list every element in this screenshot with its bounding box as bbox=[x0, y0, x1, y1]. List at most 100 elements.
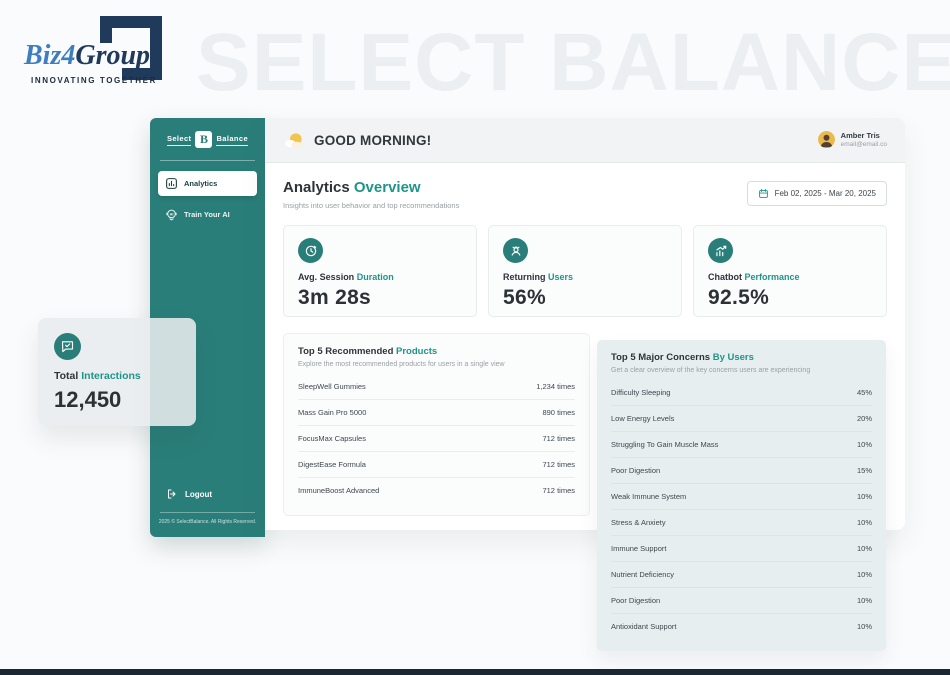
biz4group-tagline: INNOVATING TOGETHER bbox=[31, 76, 157, 85]
stat-label-accent: Duration bbox=[356, 272, 394, 282]
page-title: Analytics Overview bbox=[283, 179, 459, 196]
total-label-primary: Total bbox=[54, 370, 79, 382]
concern-row: Poor Digestion 15% bbox=[611, 458, 872, 484]
concern-percentage: 10% bbox=[856, 570, 872, 579]
stat-label-accent: Users bbox=[548, 272, 574, 282]
product-count: 712 times bbox=[542, 434, 575, 443]
logout-button[interactable]: Logout bbox=[150, 482, 265, 506]
overview-titles: Analytics Overview Insights into user be… bbox=[283, 179, 459, 210]
concern-row: Difficulty Sleeping 45% bbox=[611, 380, 872, 406]
chat-icon bbox=[54, 333, 81, 360]
sidebar-logo: Select B Balance bbox=[150, 131, 265, 148]
page-title-primary: Analytics bbox=[283, 179, 350, 196]
total-interactions-card: Total Interactions 12,450 bbox=[38, 318, 196, 426]
sidebar-item-label: Analytics bbox=[184, 179, 218, 188]
panel-title-primary: Top 5 Recommended bbox=[298, 346, 394, 357]
product-count: 712 times bbox=[542, 486, 575, 495]
panel-title: Top 5 Recommended Products bbox=[298, 346, 575, 357]
calendar-icon bbox=[758, 188, 768, 198]
date-range-picker[interactable]: Feb 02, 2025 - Mar 20, 2025 bbox=[746, 181, 887, 206]
product-name: SleepWell Gummies bbox=[298, 382, 366, 391]
concern-row: Low Energy Levels 20% bbox=[611, 406, 872, 432]
sidebar-logo-word-select: Select bbox=[166, 134, 192, 146]
product-count: 890 times bbox=[542, 408, 575, 417]
dashboard-header: GOOD MORNING! Amber Tris email@email.co bbox=[265, 118, 905, 163]
top-concerns-panel: Top 5 Major Concerns By Users Get a clea… bbox=[597, 340, 886, 651]
avatar bbox=[817, 131, 835, 149]
sidebar-item-analytics[interactable]: Analytics bbox=[158, 171, 257, 196]
sidebar-item-label: Train Your AI bbox=[184, 210, 230, 219]
biz4group-logo: Biz4Group INNOVATING TOGETHER bbox=[20, 14, 185, 98]
product-name: Mass Gain Pro 5000 bbox=[298, 408, 367, 417]
biz4group-logo-text: Biz4Group bbox=[24, 40, 151, 71]
top-products-panel: Top 5 Recommended Products Explore the m… bbox=[283, 333, 590, 516]
concern-name: Stress & Anxiety bbox=[611, 518, 666, 527]
stat-card-chatbot-performance: Chatbot Performance 92.5% bbox=[693, 225, 887, 317]
concern-row: Poor Digestion 10% bbox=[611, 588, 872, 614]
sidebar-logo-word-balance: Balance bbox=[216, 134, 249, 146]
svg-text:AI: AI bbox=[170, 212, 174, 216]
stat-label-accent: Performance bbox=[744, 272, 800, 282]
product-name: FocusMax Capsules bbox=[298, 434, 366, 443]
sidebar-divider bbox=[160, 512, 255, 513]
biz4group-logo-mark bbox=[100, 16, 162, 80]
product-row: DigestEase Formula 712 times bbox=[298, 452, 575, 478]
user-email: email@email.co bbox=[840, 141, 887, 149]
page-title-accent: Overview bbox=[353, 179, 421, 196]
stat-label-primary: Returning bbox=[503, 272, 546, 282]
concern-row: Immune Support 10% bbox=[611, 536, 872, 562]
concern-row: Antioxidant Support 10% bbox=[611, 614, 872, 639]
overview-header-row: Analytics Overview Insights into user be… bbox=[283, 179, 887, 210]
stat-label: Avg. Session Duration bbox=[298, 272, 462, 282]
logout-label: Logout bbox=[185, 489, 213, 499]
stat-value: 92.5% bbox=[708, 286, 770, 309]
stat-card-returning-users: Returning Users 56% bbox=[488, 225, 682, 317]
stat-label: Chatbot Performance bbox=[708, 272, 872, 282]
dashboard-body: Analytics Overview Insights into user be… bbox=[265, 163, 905, 516]
product-name: DigestEase Formula bbox=[298, 460, 366, 469]
stat-card-session-duration: Avg. Session Duration 3m 28s bbox=[283, 225, 477, 317]
concern-percentage: 10% bbox=[856, 492, 872, 501]
growth-chart-icon bbox=[708, 238, 733, 263]
sidebar-divider bbox=[160, 160, 255, 161]
concern-name: Difficulty Sleeping bbox=[611, 388, 671, 397]
user-name: Amber Tris bbox=[840, 131, 880, 141]
product-name: ImmuneBoost Advanced bbox=[298, 486, 380, 495]
panel-subtitle: Get a clear overview of the key concerns… bbox=[611, 367, 811, 374]
stat-value: 56% bbox=[503, 286, 546, 309]
greeting-text: GOOD MORNING! bbox=[314, 132, 432, 148]
date-range-label: Feb 02, 2025 - Mar 20, 2025 bbox=[774, 189, 876, 198]
product-row: FocusMax Capsules 712 times bbox=[298, 426, 575, 452]
logout-icon bbox=[168, 489, 176, 499]
concern-name: Weak Immune System bbox=[611, 492, 687, 501]
sidebar-nav: Analytics AI Train Your AI bbox=[150, 171, 265, 227]
panel-title-primary: Top 5 Major Concerns bbox=[611, 352, 711, 363]
bar-chart-icon bbox=[166, 178, 177, 189]
sidebar-item-train-your-ai[interactable]: AI Train Your AI bbox=[158, 202, 257, 227]
window-bottom-edge bbox=[0, 669, 950, 675]
background-watermark: SELECT BALANCE bbox=[196, 17, 950, 108]
concern-row: Nutrient Deficiency 10% bbox=[611, 562, 872, 588]
user-profile-chip[interactable]: Amber Tris email@email.co bbox=[817, 131, 887, 149]
clock-icon bbox=[298, 238, 323, 263]
concern-percentage: 10% bbox=[856, 544, 872, 553]
concern-row: Struggling To Gain Muscle Mass 10% bbox=[611, 432, 872, 458]
stat-label-primary: Avg. Session bbox=[298, 272, 355, 282]
product-count: 712 times bbox=[542, 460, 575, 469]
sidebar-copyright: 2025 © SelectBalance. All Rights Reserve… bbox=[158, 519, 257, 525]
concern-percentage: 10% bbox=[856, 622, 872, 631]
concern-percentage: 45% bbox=[856, 388, 872, 397]
sun-cloud-icon bbox=[285, 132, 303, 148]
total-label-accent: Interactions bbox=[81, 370, 141, 382]
concern-name: Poor Digestion bbox=[611, 596, 661, 605]
total-interactions-label: Total Interactions bbox=[54, 370, 180, 382]
sidebar: Select B Balance Analytics AI Train Your… bbox=[150, 118, 265, 537]
page-subtitle: Insights into user behavior and top reco… bbox=[283, 201, 460, 210]
concern-row: Stress & Anxiety 10% bbox=[611, 510, 872, 536]
concern-name: Antioxidant Support bbox=[611, 622, 677, 631]
concern-percentage: 15% bbox=[856, 466, 872, 475]
concern-name: Poor Digestion bbox=[611, 466, 661, 475]
concern-percentage: 10% bbox=[856, 596, 872, 605]
product-row: ImmuneBoost Advanced 712 times bbox=[298, 478, 575, 503]
